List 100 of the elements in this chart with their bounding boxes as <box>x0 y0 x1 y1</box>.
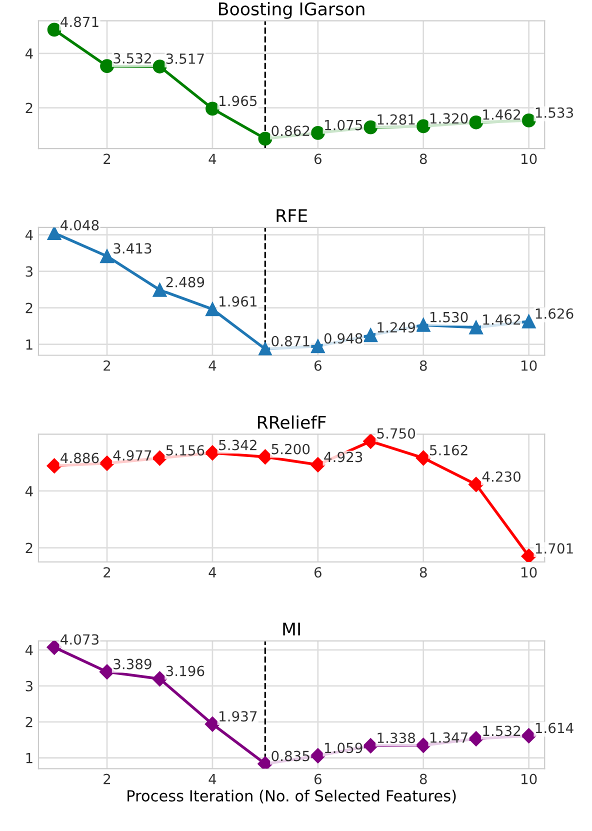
data-label: 5.750 <box>377 428 416 439</box>
point <box>258 449 273 464</box>
data-label: 4.886 <box>60 452 99 464</box>
data-label: 1.249 <box>378 322 415 333</box>
x-tick-label: 8 <box>420 360 427 371</box>
chart-title: RFE <box>276 209 307 222</box>
point <box>258 756 273 769</box>
chart-title: MI <box>283 622 300 636</box>
point <box>100 59 114 74</box>
data-label: 4.073 <box>60 634 98 645</box>
data-label: 3.517 <box>166 53 204 64</box>
x-tick-label: 4 <box>208 360 216 371</box>
point <box>46 640 62 655</box>
point <box>204 445 220 460</box>
y-tick-label: 2 <box>26 542 32 554</box>
data-label: 1.532 <box>483 726 520 736</box>
point <box>416 119 430 134</box>
y-tick-label: 4 <box>25 486 33 496</box>
data-label: 1.614 <box>536 722 574 734</box>
data-label: 5.342 <box>219 440 256 450</box>
point <box>99 664 115 680</box>
point <box>363 738 378 754</box>
data-label: 4.977 <box>113 450 152 461</box>
x-tick-label: 4 <box>208 567 216 578</box>
y-tick-label: 2 <box>26 716 32 728</box>
x-tick-label: 6 <box>314 360 322 371</box>
point <box>310 126 325 140</box>
x-tick-label: 10 <box>522 567 537 578</box>
point <box>152 60 167 74</box>
data-label: 1.965 <box>220 96 257 106</box>
data-label: 1.281 <box>378 114 415 125</box>
point <box>206 102 220 116</box>
data-label: 1.530 <box>430 312 468 322</box>
data-label: 5.162 <box>430 444 468 456</box>
point <box>521 548 536 562</box>
y-tick-label: 2 <box>26 102 32 114</box>
data-label: 1.533 <box>536 107 574 118</box>
point <box>99 456 115 471</box>
data-label: 5.200 <box>272 444 310 454</box>
y-tick-label: 4 <box>25 645 33 656</box>
y-tick-label: 1 <box>26 753 32 764</box>
data-label: 5.156 <box>166 445 204 456</box>
x-tick-label: 2 <box>104 774 110 784</box>
point <box>100 249 114 264</box>
point <box>206 302 220 316</box>
point <box>310 748 326 764</box>
point <box>364 120 378 134</box>
data-label: 3.389 <box>114 658 152 670</box>
x-tick-label: 2 <box>104 154 110 164</box>
point <box>152 283 167 297</box>
data-label: 0.835 <box>272 750 310 762</box>
data-label: 1.347 <box>430 732 468 743</box>
y-tick-label: 3 <box>26 266 33 277</box>
data-label: 3.196 <box>166 666 204 676</box>
x-tick-label: 10 <box>522 360 537 371</box>
data-label: 4.230 <box>482 471 520 482</box>
point <box>416 450 431 466</box>
point <box>310 339 325 354</box>
x-tick-label: 6 <box>314 774 322 784</box>
point <box>363 434 378 449</box>
y-tick-label: 3 <box>26 680 33 692</box>
data-label: 1.937 <box>220 711 257 722</box>
x-tick-label: 2 <box>104 567 110 578</box>
data-label: 4.048 <box>60 220 99 230</box>
x-tick-label: 10 <box>522 774 537 784</box>
point <box>46 458 62 474</box>
x-tick-label: 6 <box>314 154 322 164</box>
data-label: 0.871 <box>272 336 310 346</box>
point <box>468 476 484 492</box>
point <box>469 115 484 130</box>
point <box>468 731 484 746</box>
x-tick-label: 10 <box>522 154 537 164</box>
point <box>469 320 484 334</box>
data-label: 3.532 <box>114 53 151 64</box>
data-label: 1.961 <box>220 296 257 307</box>
x-tick-label: 4 <box>208 154 216 164</box>
point <box>364 328 378 342</box>
data-label: 3.413 <box>114 243 152 254</box>
data-label: 1.320 <box>430 113 468 124</box>
y-tick-label: 4 <box>25 48 33 59</box>
data-label: 4.871 <box>60 16 98 28</box>
x-axis-title: Process Iteration (No. of Selected Features) <box>128 790 456 804</box>
point <box>152 450 168 466</box>
x-tick-label: 6 <box>314 567 322 578</box>
data-label: 1.059 <box>325 742 362 754</box>
x-tick-label: 8 <box>420 567 427 578</box>
data-label: 0.862 <box>272 126 310 136</box>
point <box>204 716 220 732</box>
point <box>47 22 62 37</box>
point <box>416 318 430 332</box>
data-label: 4.923 <box>324 452 362 462</box>
x-tick-label: 2 <box>104 360 110 371</box>
y-tick-label: 1 <box>26 339 32 350</box>
x-tick-label: 4 <box>208 774 216 784</box>
y-tick-label: 2 <box>26 302 32 314</box>
point <box>522 314 536 328</box>
point <box>258 132 272 146</box>
data-label: 0.948 <box>324 333 362 344</box>
data-label: 1.701 <box>536 543 573 554</box>
point <box>416 738 431 753</box>
